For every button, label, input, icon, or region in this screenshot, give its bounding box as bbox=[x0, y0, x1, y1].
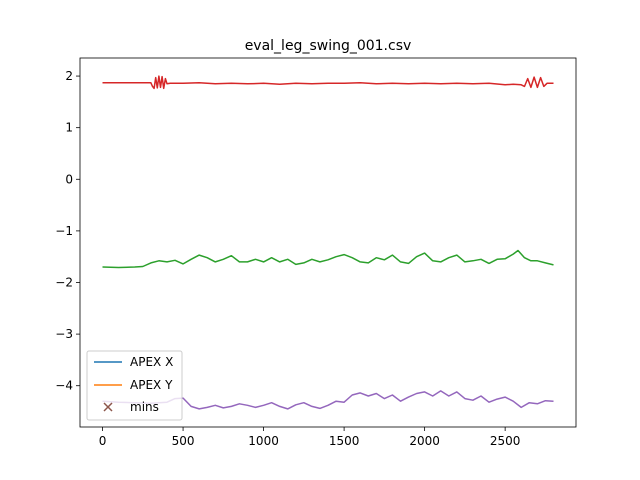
x-tick-label: 1500 bbox=[329, 434, 360, 448]
y-tick-label: 2 bbox=[65, 69, 73, 83]
legend-box bbox=[86, 350, 183, 421]
legend-mins-marker bbox=[103, 402, 113, 412]
y-tick-label: −2 bbox=[55, 275, 73, 289]
y-tick-label: −4 bbox=[55, 379, 73, 393]
legend-apex-y-label: APEX Y bbox=[130, 378, 173, 392]
tick-layer: 0 500 1000 1500 2000 2500 2 1 0 −1 −2 −3 −4 bbox=[55, 69, 520, 448]
x-tick-label: 0 bbox=[99, 434, 107, 448]
series-layer bbox=[102, 75, 554, 410]
x-tick-label: 2500 bbox=[490, 434, 521, 448]
chart-title: eval_leg_swing_001.csv bbox=[245, 38, 412, 54]
y-tick-label: −3 bbox=[55, 327, 73, 341]
plot-frame bbox=[79, 57, 577, 428]
y-tick-label: −1 bbox=[55, 224, 73, 238]
y-tick-label: 0 bbox=[65, 172, 73, 186]
legend: APEX X APEX Y mins bbox=[86, 350, 183, 421]
legend-apex-x-label: APEX X bbox=[130, 355, 173, 369]
series-line-3 bbox=[102, 390, 554, 410]
x-tick-label: 500 bbox=[172, 434, 195, 448]
x-tick-label: 2000 bbox=[409, 434, 440, 448]
x-tick-label: 1000 bbox=[248, 434, 279, 448]
series-line-1 bbox=[102, 75, 554, 90]
legend-mins-label: mins bbox=[130, 400, 159, 414]
y-tick-label: 1 bbox=[65, 121, 73, 135]
series-line-2 bbox=[102, 249, 554, 269]
